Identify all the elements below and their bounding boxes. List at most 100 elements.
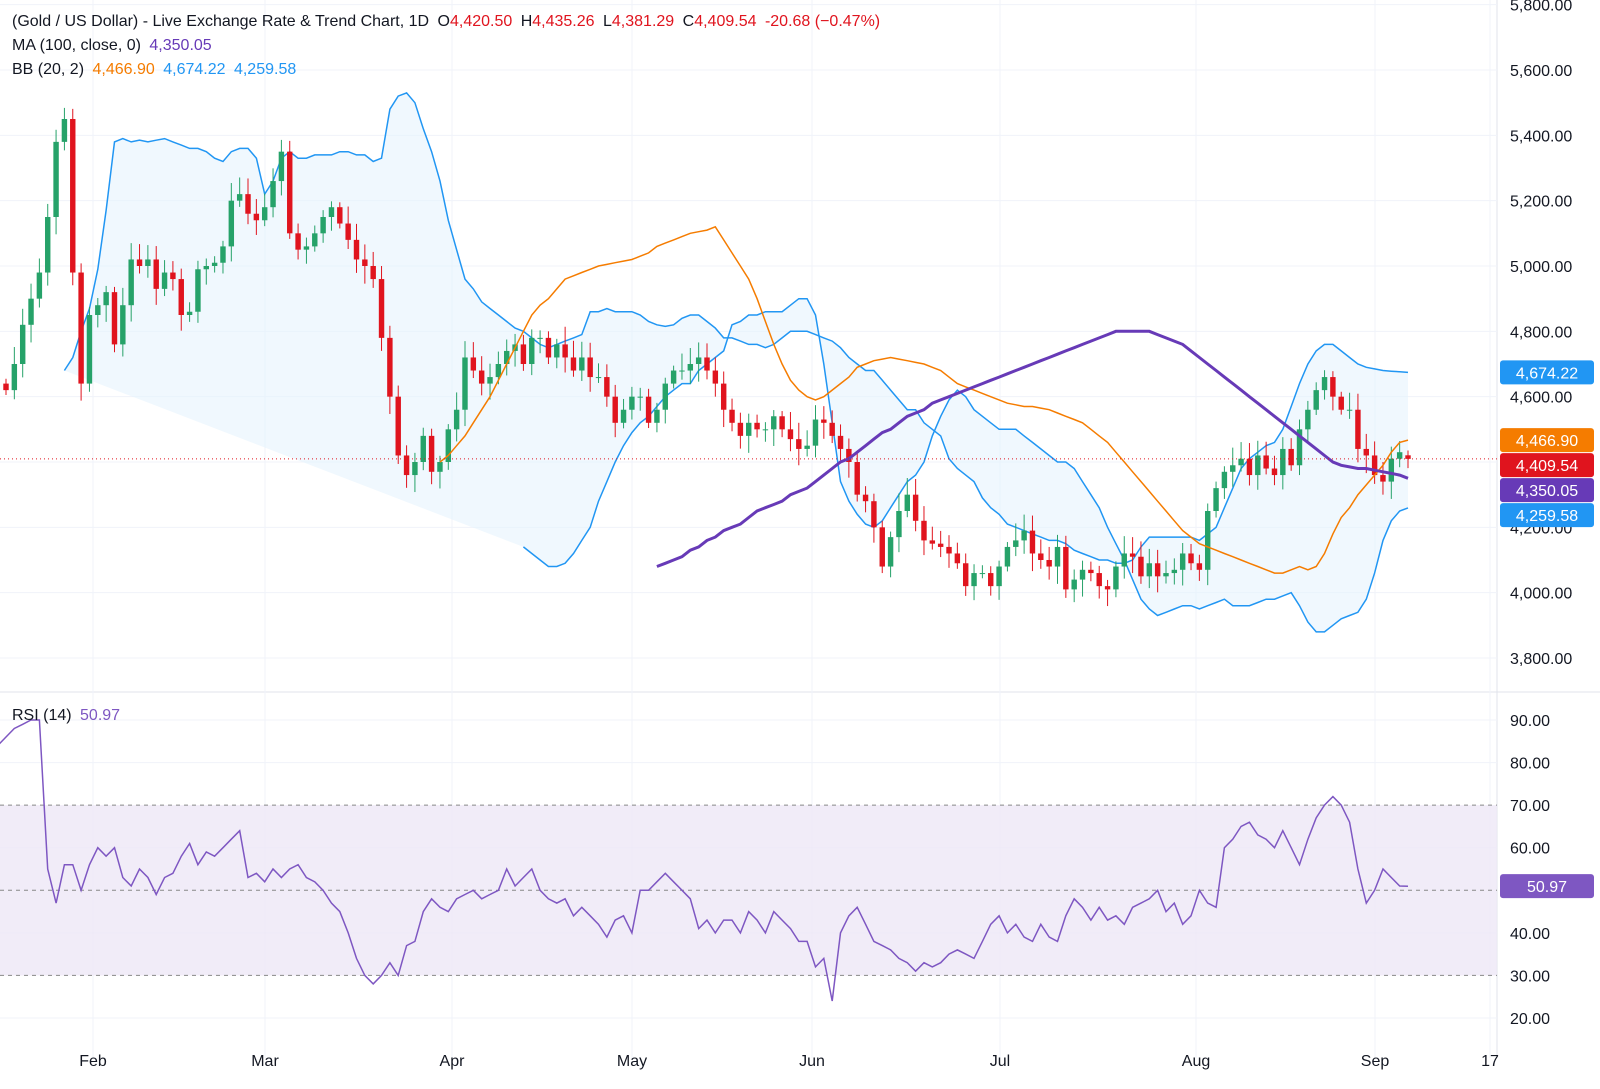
candle bbox=[345, 206, 351, 250]
candle-body bbox=[1088, 569, 1094, 574]
price-badge: 4,466.90 bbox=[1500, 428, 1594, 453]
rsi-tick-label: 20.00 bbox=[1510, 1011, 1550, 1028]
candle bbox=[245, 178, 251, 225]
candle-body bbox=[1321, 377, 1328, 391]
candle-body bbox=[136, 259, 143, 266]
candle-body bbox=[445, 429, 452, 462]
price-tick-label: 3,800.00 bbox=[1510, 651, 1572, 668]
candle-body bbox=[1230, 465, 1236, 472]
candle bbox=[261, 193, 268, 227]
bb-fill bbox=[64, 92, 1408, 632]
candle-body bbox=[1280, 448, 1286, 476]
candle-body bbox=[328, 207, 335, 217]
candle bbox=[754, 414, 760, 438]
candle bbox=[253, 199, 260, 235]
candle-body bbox=[1046, 560, 1052, 567]
candle-body bbox=[353, 239, 360, 260]
candle-body bbox=[1196, 563, 1203, 570]
bb-legend[interactable]: BB (20, 2) 4,466.90 4,674.22 4,259.58 bbox=[12, 60, 300, 80]
candle bbox=[453, 392, 460, 442]
main-legend: (Gold / US Dollar) - Live Exchange Rate … bbox=[12, 12, 884, 32]
candle bbox=[111, 286, 118, 353]
candle bbox=[946, 535, 952, 568]
candle bbox=[420, 427, 426, 471]
candle bbox=[1230, 447, 1236, 487]
time-tick-label: Apr bbox=[440, 1053, 466, 1070]
bb-basis-line bbox=[439, 225, 1409, 574]
candle-body bbox=[570, 357, 577, 371]
bb-upper-value: 4,674.22 bbox=[163, 61, 226, 78]
candle bbox=[470, 342, 477, 379]
candle bbox=[979, 565, 986, 579]
candle-body bbox=[504, 350, 510, 364]
high-label: H bbox=[520, 13, 533, 30]
candle bbox=[537, 330, 543, 354]
candle bbox=[1205, 503, 1211, 586]
candle-body bbox=[662, 383, 668, 410]
candle-body bbox=[804, 445, 810, 449]
candle bbox=[1171, 558, 1178, 585]
candle-body bbox=[270, 181, 276, 208]
candle-body bbox=[1305, 409, 1311, 430]
rsi-value: 50.97 bbox=[80, 707, 121, 724]
bb-basis-value: 4,466.90 bbox=[92, 61, 155, 78]
time-tick-label: Jul bbox=[990, 1053, 1010, 1070]
time-axis[interactable]: Feb Mar Apr May Jun Jul Aug Sep 17 bbox=[79, 1053, 1499, 1070]
candle-body bbox=[988, 573, 994, 587]
time-tick-label: Feb bbox=[79, 1053, 107, 1070]
candle bbox=[1104, 579, 1111, 607]
candle bbox=[679, 353, 685, 380]
candle-body bbox=[1054, 546, 1061, 567]
candle-body bbox=[779, 416, 785, 430]
candle-body bbox=[1154, 563, 1161, 577]
candle-body bbox=[1213, 488, 1219, 511]
candle bbox=[729, 398, 735, 432]
ma-legend[interactable]: MA (100, close, 0) 4,350.05 bbox=[12, 36, 216, 56]
candle bbox=[612, 384, 618, 438]
candle bbox=[1163, 560, 1169, 584]
candle bbox=[278, 139, 285, 196]
candle bbox=[445, 424, 452, 470]
candle bbox=[70, 108, 76, 286]
candle bbox=[988, 566, 994, 596]
candle-body bbox=[1121, 553, 1127, 567]
candle-body bbox=[337, 207, 343, 224]
candle bbox=[695, 342, 702, 382]
candle bbox=[161, 260, 168, 297]
candle bbox=[1088, 561, 1094, 582]
candle-body bbox=[1163, 573, 1169, 577]
candle bbox=[746, 413, 752, 453]
candle bbox=[1313, 382, 1319, 415]
candle-body bbox=[462, 357, 468, 410]
candle bbox=[478, 356, 485, 396]
candle bbox=[637, 387, 643, 411]
candle-body bbox=[1263, 455, 1269, 469]
candle bbox=[1238, 442, 1244, 472]
candle-body bbox=[937, 543, 944, 547]
candle-body bbox=[929, 540, 936, 544]
candle bbox=[370, 251, 376, 288]
candle bbox=[654, 402, 660, 433]
candle bbox=[1288, 438, 1294, 471]
rsi-legend[interactable]: RSI (14) 50.97 bbox=[12, 706, 124, 726]
close-label: C bbox=[682, 13, 695, 30]
candle bbox=[120, 287, 126, 357]
candle-body bbox=[720, 383, 727, 410]
candle-body bbox=[1296, 429, 1303, 466]
price-tick-label: 4,000.00 bbox=[1510, 586, 1572, 603]
candle bbox=[1296, 419, 1303, 476]
candle bbox=[570, 340, 577, 377]
candle bbox=[45, 203, 51, 286]
candle-body bbox=[1029, 530, 1036, 554]
candle bbox=[954, 542, 961, 569]
candle bbox=[1138, 541, 1144, 584]
candle-body bbox=[1071, 579, 1077, 590]
candlesticks bbox=[3, 107, 1411, 607]
price-badge: 4,350.05 bbox=[1500, 478, 1594, 503]
candle bbox=[1013, 523, 1019, 557]
candle-body bbox=[1388, 458, 1395, 482]
candle-body bbox=[86, 315, 93, 384]
candle bbox=[353, 223, 360, 273]
candle-body bbox=[695, 357, 702, 364]
